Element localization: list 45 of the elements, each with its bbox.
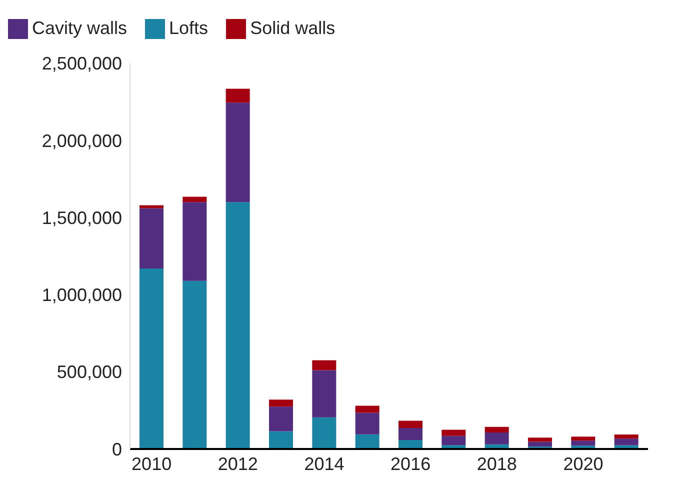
y-tick-label: 2,000,000: [42, 130, 122, 151]
x-tick-label: 2012: [218, 454, 258, 474]
bar: [182, 196, 207, 202]
bar: [528, 438, 552, 442]
bar: [182, 202, 207, 281]
legend-label: Solid walls: [250, 18, 336, 38]
bar: [398, 428, 422, 440]
bar: [139, 205, 164, 208]
bar: [268, 406, 293, 432]
bar: [398, 420, 422, 428]
bar: [355, 412, 380, 434]
bar: [139, 208, 164, 268]
x-tick-label: 2020: [563, 454, 604, 474]
bar: [528, 442, 552, 447]
bar: [268, 431, 293, 449]
bar: [442, 436, 466, 446]
legend-label: Lofts: [169, 18, 208, 38]
y-tick-label: 1,000,000: [42, 285, 122, 306]
bar: [571, 436, 596, 441]
bar: [226, 202, 250, 449]
bar: [614, 434, 638, 439]
bar: [355, 406, 380, 413]
bar: [226, 102, 250, 202]
bar: [355, 434, 380, 449]
bar: [614, 438, 638, 446]
x-tick-label: 2018: [476, 454, 517, 474]
bar: [312, 417, 336, 449]
x-tick-label: 2014: [304, 454, 344, 474]
y-tick-label: 2,500,000: [42, 54, 122, 74]
bar: [571, 440, 596, 446]
bar: [484, 426, 509, 432]
x-tick-label: 2016: [390, 454, 431, 474]
bar: [312, 370, 336, 418]
bar: [139, 268, 164, 449]
bar: [182, 280, 207, 449]
bar: [442, 430, 466, 436]
bar: [312, 360, 336, 370]
bar: [226, 88, 250, 103]
bar: [268, 400, 293, 407]
y-tick-label: 0: [112, 439, 122, 460]
x-tick-label: 2010: [132, 454, 172, 474]
bar: [484, 432, 509, 444]
y-tick-label: 1,500,000: [42, 208, 122, 228]
legend-label: Cavity walls: [32, 18, 128, 38]
y-tick-label: 500,000: [56, 362, 122, 382]
